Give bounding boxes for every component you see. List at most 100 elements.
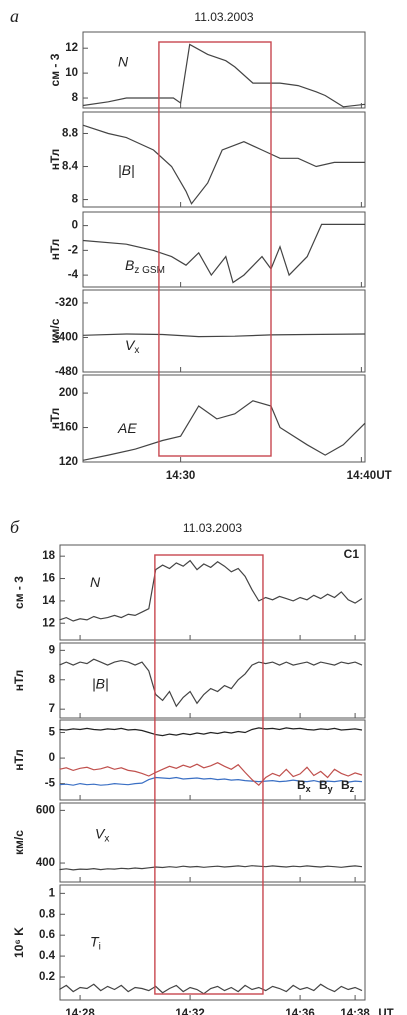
legend-entry: Bz xyxy=(341,778,355,794)
y-tick-label: 0.6 xyxy=(39,929,55,941)
y-tick-label: -4 xyxy=(68,269,79,281)
panel-letter: б xyxy=(10,517,20,537)
data-line xyxy=(59,865,363,871)
annotation-sub: x xyxy=(134,344,139,355)
annotation-main: |B| xyxy=(118,162,135,178)
y-axis-label: нТл xyxy=(12,749,26,770)
y-tick-label: 400 xyxy=(36,857,55,869)
data-line xyxy=(59,983,363,995)
data-line xyxy=(82,333,366,338)
annotation-main: AE xyxy=(117,420,137,436)
y-tick-label: 8.4 xyxy=(62,161,79,173)
annotation-main: V xyxy=(125,336,136,352)
y-tick-label: 0.8 xyxy=(39,908,56,920)
panel-frame xyxy=(59,642,366,719)
y-tick-label: 0.4 xyxy=(39,950,56,962)
panel-frame xyxy=(59,719,366,801)
x-tick-label: 14:28 xyxy=(65,1008,95,1015)
annotation-main: N xyxy=(90,574,101,590)
x-unit: UT xyxy=(378,1008,393,1015)
y-tick-label: 8.8 xyxy=(62,128,79,140)
panel-annotation: Ti xyxy=(90,933,101,952)
data-line xyxy=(59,559,363,622)
y-tick-label: 120 xyxy=(59,456,78,468)
annotation-sub: z GSM xyxy=(134,265,165,276)
y-tick-label: 0 xyxy=(72,220,78,232)
data-line xyxy=(82,43,366,108)
y-tick-label: 12 xyxy=(65,42,78,54)
panel-frame xyxy=(82,289,366,373)
y-tick-label: 600 xyxy=(36,804,55,816)
y-axis-label: км/с xyxy=(12,830,26,855)
y-tick-label: 0.2 xyxy=(39,971,55,983)
panel-frame xyxy=(82,111,366,208)
y-tick-label: 12 xyxy=(42,617,55,629)
y-axis-label: 10⁶ K xyxy=(12,927,26,958)
y-tick-label: 1 xyxy=(49,887,56,899)
y-tick-label: 8 xyxy=(72,92,79,104)
y-tick-label: 5 xyxy=(49,727,56,739)
legend-entry: By xyxy=(319,778,333,794)
x-tick-label: 14:30 xyxy=(166,470,195,482)
panel-annotation: Vx xyxy=(125,336,139,355)
panel-annotation: N xyxy=(90,574,101,590)
data-line xyxy=(82,400,366,461)
data-line xyxy=(82,124,365,205)
annotation-main: V xyxy=(95,825,106,841)
data-line xyxy=(59,762,363,787)
annotation-main: B xyxy=(125,257,134,273)
y-tick-label: 8 xyxy=(49,674,56,686)
y-tick-label: 7 xyxy=(49,703,55,715)
y-tick-label: -5 xyxy=(45,778,56,790)
panel-frame xyxy=(82,374,366,463)
x-tick-label: 14:36 xyxy=(285,1008,314,1015)
y-tick-label: 16 xyxy=(42,573,55,585)
y-tick-label: 9 xyxy=(49,644,55,656)
y-tick-label: 0 xyxy=(49,752,55,764)
y-tick-label: -320 xyxy=(55,297,78,309)
x-tick-label: 14:38 xyxy=(340,1008,370,1015)
y-tick-label: 14 xyxy=(42,595,55,607)
y-tick-label: -400 xyxy=(55,332,78,344)
panel-annotation: Bz GSM xyxy=(125,257,165,276)
y-axis-label: нТл xyxy=(48,239,62,260)
highlight-box xyxy=(158,41,272,457)
y-tick-label: 8 xyxy=(72,194,79,206)
panel-frame xyxy=(59,544,366,641)
panel-frame xyxy=(59,884,366,1001)
y-tick-label: -2 xyxy=(68,244,78,256)
panel-letter: а xyxy=(10,6,19,26)
chart-title: 11.03.2003 xyxy=(183,521,242,535)
annotation-sub: x xyxy=(104,833,109,844)
data-line xyxy=(59,776,363,786)
chart-annotation: C1 xyxy=(344,547,360,561)
panel-frame xyxy=(59,802,366,883)
highlight-box xyxy=(154,554,264,995)
data-line xyxy=(59,727,363,737)
panel-annotation: |B| xyxy=(118,162,135,178)
annotation-main: T xyxy=(90,933,100,949)
x-unit: UT xyxy=(376,470,391,482)
panel-annotation: AE xyxy=(117,420,137,436)
y-axis-label: см - 3 xyxy=(12,576,26,609)
panel-frame xyxy=(82,31,366,109)
annotation-main: N xyxy=(118,53,129,69)
data-line xyxy=(59,658,363,708)
y-axis-label: нТл xyxy=(48,408,62,429)
y-tick-label: -480 xyxy=(55,366,78,378)
y-tick-label: 10 xyxy=(65,67,78,79)
y-tick-label: 160 xyxy=(59,422,78,434)
y-axis-label: км/с xyxy=(48,318,62,343)
x-tick-label: 14:32 xyxy=(175,1008,204,1015)
y-axis-label: см - 3 xyxy=(48,53,62,86)
y-tick-label: 200 xyxy=(59,387,78,399)
annotation-sub: i xyxy=(99,941,101,952)
x-tick-label: 14:40 xyxy=(347,470,376,482)
chart-title: 11.03.2003 xyxy=(194,10,253,24)
annotation-main: |B| xyxy=(92,675,109,691)
panel-annotation: |B| xyxy=(92,675,109,691)
y-axis-label: нТл xyxy=(12,670,26,691)
y-tick-label: 18 xyxy=(42,550,55,562)
panel-annotation: N xyxy=(118,53,129,69)
